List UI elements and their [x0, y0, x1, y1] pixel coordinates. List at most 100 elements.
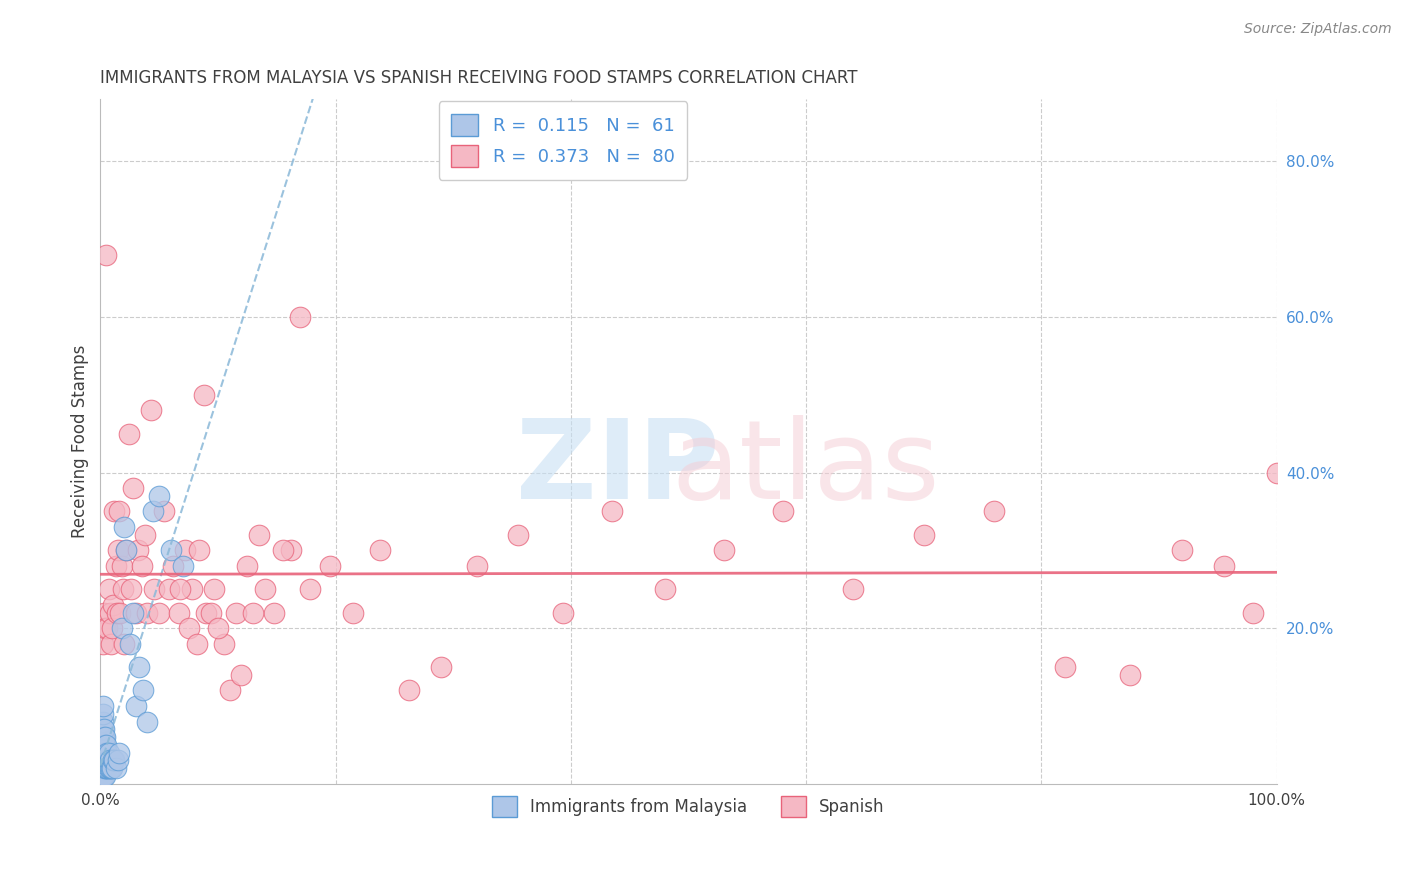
Point [90, 730, 112, 744]
Point [148, 489, 170, 503]
Point [212, 637, 235, 651]
Point [96, 753, 118, 767]
Point [124, 606, 146, 620]
Point [207, 621, 229, 635]
Point [91, 753, 114, 767]
Point [91, 706, 114, 721]
Point [218, 683, 240, 698]
Point [97, 746, 120, 760]
Point [91, 698, 114, 713]
Point [98, 753, 121, 767]
Point [162, 558, 184, 573]
Point [122, 606, 145, 620]
Text: atlas: atlas [672, 416, 941, 523]
Point [110, 558, 132, 573]
Point [101, 621, 124, 635]
Point [319, 558, 342, 573]
Point [247, 528, 270, 542]
Point [94, 746, 117, 760]
Point [100, 637, 122, 651]
Point [94, 738, 117, 752]
Point [551, 606, 574, 620]
Point [167, 606, 190, 620]
Point [983, 504, 1005, 518]
Point [298, 582, 321, 597]
Point [96, 621, 118, 635]
Point [96, 248, 118, 262]
Point [103, 504, 125, 518]
Point [430, 660, 453, 674]
Point [107, 543, 129, 558]
Point [506, 528, 529, 542]
Point [195, 606, 218, 620]
Point [94, 730, 117, 744]
Point [1118, 668, 1140, 682]
Point [231, 668, 253, 682]
Point [97, 753, 120, 767]
Point [97, 761, 120, 775]
Point [96, 753, 118, 767]
Point [90, 761, 112, 775]
Point [124, 698, 146, 713]
Point [153, 504, 176, 518]
Point [263, 606, 285, 620]
Point [143, 582, 166, 597]
Point [90, 746, 112, 760]
Point [169, 582, 191, 597]
Point [117, 426, 139, 441]
Point [148, 606, 170, 620]
Point [93, 723, 115, 737]
Point [93, 746, 115, 760]
Point [91, 761, 114, 775]
Point [108, 504, 131, 518]
Point [127, 543, 149, 558]
Point [93, 761, 115, 775]
Point [111, 582, 134, 597]
Point [94, 769, 117, 783]
Point [142, 504, 165, 518]
Point [1265, 466, 1288, 480]
Point [90, 738, 112, 752]
Point [236, 558, 259, 573]
Text: Source: ZipAtlas.com: Source: ZipAtlas.com [1244, 22, 1392, 37]
Point [90, 769, 112, 783]
Point [104, 761, 127, 775]
Point [134, 528, 156, 542]
Point [93, 738, 115, 752]
Point [290, 310, 312, 324]
Point [94, 753, 117, 767]
Point [115, 543, 138, 558]
Point [107, 753, 129, 767]
Point [91, 738, 114, 752]
Point [1212, 558, 1234, 573]
Point [100, 761, 122, 775]
Point [136, 606, 159, 620]
Point [93, 606, 115, 620]
Point [177, 621, 200, 635]
Point [465, 558, 488, 573]
Point [342, 606, 364, 620]
Point [105, 606, 128, 620]
Point [103, 753, 125, 767]
Text: ZIP: ZIP [516, 416, 720, 523]
Point [200, 606, 222, 620]
Point [93, 753, 115, 767]
Point [96, 761, 118, 775]
Point [654, 582, 676, 597]
Point [398, 683, 420, 698]
Point [253, 582, 276, 597]
Point [91, 730, 114, 744]
Point [136, 714, 159, 729]
Point [103, 753, 125, 767]
Point [157, 582, 180, 597]
Point [1053, 660, 1076, 674]
Point [772, 504, 794, 518]
Point [94, 621, 117, 635]
Point [160, 543, 183, 558]
Point [108, 746, 131, 760]
Point [242, 606, 264, 620]
Point [713, 543, 735, 558]
Point [94, 761, 117, 775]
Point [842, 582, 865, 597]
Point [174, 543, 197, 558]
